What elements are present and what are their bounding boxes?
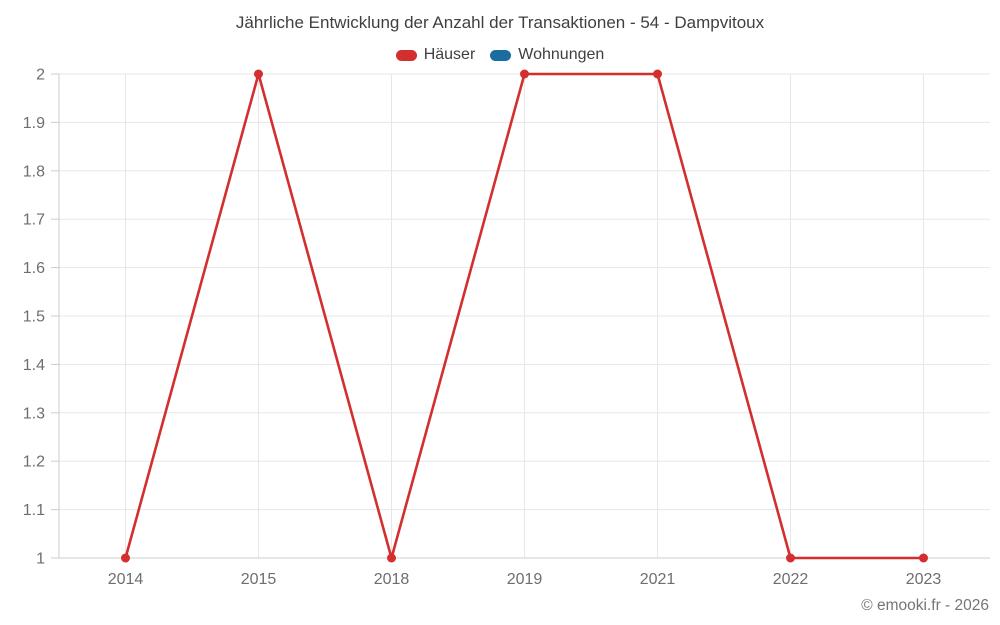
svg-text:1.8: 1.8 [23,163,45,180]
chart-title: Jährliche Entwicklung der Anzahl der Tra… [235,13,765,32]
legend-label-wohnungen: Wohnungen [518,46,605,63]
svg-text:1.6: 1.6 [23,260,45,277]
legend-item-haeuser[interactable]: Häuser [395,46,476,64]
svg-text:2022: 2022 [773,571,809,588]
svg-text:1.4: 1.4 [23,357,45,374]
legend-item-wohnungen[interactable]: Wohnungen [490,46,604,64]
svg-text:1.2: 1.2 [23,454,45,471]
svg-text:2021: 2021 [640,571,676,588]
svg-text:2: 2 [36,67,45,84]
copyright-note: © emooki.fr - 2026 [861,597,989,614]
wohnungen-series-swatch-icon [490,49,512,61]
haeuser-series-swatch-icon [395,49,417,61]
svg-text:1.9: 1.9 [23,115,45,132]
svg-text:1.7: 1.7 [23,212,45,229]
svg-text:1.1: 1.1 [23,502,45,519]
svg-text:1.3: 1.3 [23,405,45,422]
legend: Häuser Wohnungen [0,46,1000,64]
svg-text:2018: 2018 [374,571,410,588]
svg-text:1.5: 1.5 [23,309,45,326]
legend-label-haeuser: Häuser [423,46,476,63]
svg-text:2023: 2023 [906,571,942,588]
svg-text:1: 1 [36,551,45,568]
svg-text:2014: 2014 [108,571,144,588]
svg-text:2019: 2019 [507,571,543,588]
svg-text:2015: 2015 [241,571,277,588]
